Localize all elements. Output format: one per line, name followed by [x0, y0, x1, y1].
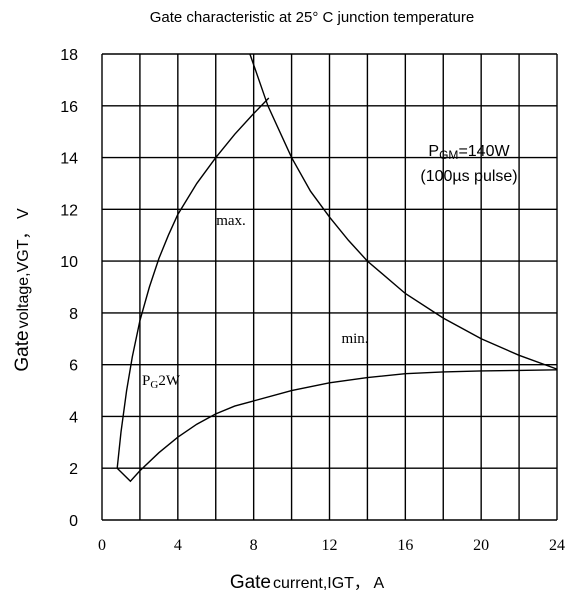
y-axis-label: Gate voltage,VGT， V [12, 208, 33, 372]
x-tick-label: 0 [98, 537, 106, 554]
x-tick-label: 4 [174, 537, 182, 554]
annotation-pgm-pulse: (100µs pulse) [420, 168, 517, 185]
y-tick-label: 12 [60, 202, 78, 219]
y-tick-label: 18 [60, 47, 78, 64]
y-tick-label: 0 [69, 513, 78, 530]
series-line-min [116, 369, 558, 483]
y-tick-label: 14 [60, 151, 78, 168]
annotation-pgm: PGM=140W [428, 143, 510, 162]
annotation-pg: PG2W [142, 373, 181, 391]
x-tick-label: 12 [322, 537, 338, 554]
series-line-max [116, 97, 270, 469]
annotation-pg-value: 2W [158, 373, 181, 389]
x-tick-label: 8 [250, 537, 258, 554]
annotation-max: max. [216, 213, 246, 229]
y-tick-label: 2 [69, 461, 78, 478]
x-axis-label-word: Gate [230, 572, 271, 593]
y-tick-label: 4 [69, 409, 78, 426]
y-tick-label: 10 [60, 254, 78, 271]
annotation-pg-p: P [142, 373, 150, 389]
grid [101, 53, 558, 521]
x-axis-label-rest: current,IGT， A [273, 575, 384, 592]
chart-title: Gate characteristic at 25° C junction te… [150, 9, 475, 26]
x-tick-label: 20 [473, 537, 489, 554]
annotation-pgm-sub: GM [439, 148, 458, 162]
annotation-min: min. [341, 331, 368, 347]
x-tick-label: 24 [549, 537, 565, 554]
series-line-pgm [249, 53, 558, 370]
y-tick-label: 6 [69, 358, 78, 375]
annotation-pgm-value: =140W [458, 143, 510, 160]
x-tick-label: 16 [397, 537, 413, 554]
y-axis-label-rest: voltage,VGT， V [15, 208, 32, 328]
curves [116, 53, 558, 483]
y-tick-label: 8 [69, 306, 78, 323]
y-axis-label-word: Gate [12, 330, 33, 371]
annotation-pgm-p: P [428, 143, 439, 160]
y-tick-label: 16 [60, 99, 78, 116]
x-axis-label: Gate current,IGT， A [230, 572, 385, 593]
annotation-pg-sub: G [150, 379, 158, 391]
